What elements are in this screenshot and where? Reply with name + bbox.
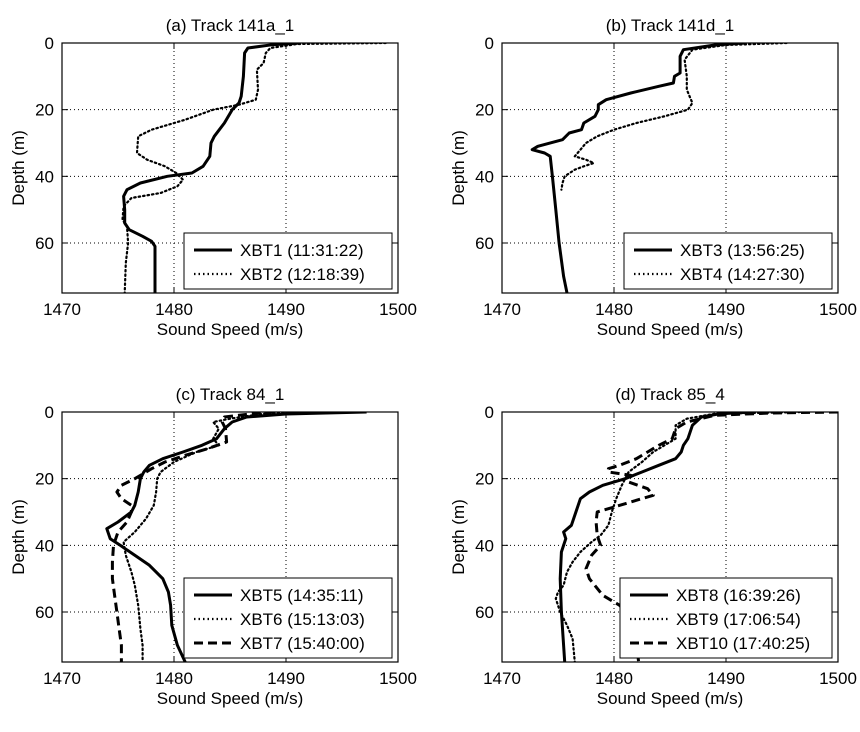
series-line-xbt10 (584, 412, 838, 662)
y-axis-label: Depth (m) (9, 130, 28, 206)
x-tick-label: 1500 (379, 300, 417, 319)
legend-box (183, 232, 393, 290)
series-line-xbt1 (122, 43, 301, 293)
y-tick-label: 60 (475, 234, 494, 253)
y-tick-label: 40 (35, 167, 54, 186)
x-axis-label: Sound Speed (m/s) (597, 689, 743, 708)
y-tick-label: 60 (35, 603, 54, 622)
legend-label: XBT7 (15:40:00) (240, 634, 365, 653)
legend: XBT5 (14:35:11) XBT6 (15:13:03) XBT7 (15:4… (183, 577, 393, 659)
chart-panel-a: 1470 1480 1490 1500 0 20 40 60 (a) Track 141a_1 S… (9, 16, 417, 339)
y-tick-label: 0 (45, 403, 54, 422)
chart-title: (a) Track 141a_1 (166, 16, 295, 35)
y-tick-label: 20 (475, 101, 494, 120)
x-tick-label: 1500 (379, 669, 417, 688)
x-axis-label: Sound Speed (m/s) (597, 320, 743, 339)
chart-panel-d: 1470 1480 1490 1500 0 20 40 60 (d) Track 85_4 Sou… (449, 385, 857, 708)
chart-title: (b) Track 141d_1 (606, 16, 735, 35)
legend-label: XBT6 (15:13:03) (240, 610, 365, 629)
legend-box (623, 232, 833, 290)
x-tick-label: 1470 (43, 300, 81, 319)
y-tick-label: 40 (35, 536, 54, 555)
x-axis-label: Sound Speed (m/s) (157, 320, 303, 339)
y-tick-label: 0 (45, 34, 54, 53)
y-tick-label: 60 (475, 603, 494, 622)
series-line-xbt8 (558, 412, 755, 662)
legend-label: XBT10 (17:40:25) (676, 634, 810, 653)
x-tick-label: 1500 (819, 300, 857, 319)
x-tick-label: 1480 (595, 300, 633, 319)
x-tick-label: 1480 (155, 669, 193, 688)
plot-frame (61, 42, 399, 294)
x-tick-label: 1470 (43, 669, 81, 688)
legend-box (183, 577, 393, 659)
chart-panel-c: 1470 1480 1490 1500 0 20 40 60 (c) Track 84_1 Sou… (9, 385, 417, 708)
legend-box (619, 577, 833, 659)
y-tick-label: 20 (35, 101, 54, 120)
plot-frame (501, 42, 839, 294)
chart-title: (c) Track 84_1 (176, 385, 285, 404)
y-axis-label: Depth (m) (9, 499, 28, 575)
x-tick-label: 1490 (267, 300, 305, 319)
legend: XBT1 (11:31:22) XBT2 (12:18:39) (183, 232, 393, 290)
chart-panel-b: 1470 1480 1490 1500 0 20 40 60 (b) Track 141d_1 S… (449, 16, 857, 339)
series-group (105, 412, 367, 662)
legend-label: XBT2 (12:18:39) (240, 265, 365, 284)
x-tick-label: 1470 (483, 300, 521, 319)
legend-label: XBT5 (14:35:11) (240, 586, 363, 605)
legend-label: XBT3 (13:56:25) (680, 241, 805, 260)
series-group (121, 43, 387, 293)
series-line-xbt2 (121, 43, 387, 293)
series-line-xbt7 (110, 412, 275, 662)
y-axis-label: Depth (m) (449, 130, 468, 206)
x-tick-label: 1480 (155, 300, 193, 319)
y-axis-label: Depth (m) (449, 499, 468, 575)
x-tick-label: 1470 (483, 669, 521, 688)
x-axis-label: Sound Speed (m/s) (157, 689, 303, 708)
legend-label: XBT8 (16:39:26) (676, 586, 801, 605)
chart-title: (d) Track 85_4 (615, 385, 725, 404)
series-line-xbt4 (560, 43, 788, 191)
legend-label: XBT9 (17:06:54) (676, 610, 801, 629)
x-tick-label: 1490 (707, 669, 745, 688)
series-group (530, 43, 788, 293)
series-line-xbt3 (530, 43, 745, 293)
y-tick-label: 0 (485, 403, 494, 422)
legend-label: XBT4 (14:27:30) (680, 265, 805, 284)
x-tick-label: 1480 (595, 669, 633, 688)
x-tick-label: 1500 (819, 669, 857, 688)
y-tick-label: 20 (475, 470, 494, 489)
plot-frame (61, 411, 399, 663)
y-tick-label: 40 (475, 167, 494, 186)
x-tick-label: 1490 (707, 300, 745, 319)
series-group (554, 412, 838, 662)
y-tick-label: 60 (35, 234, 54, 253)
series-line-xbt9 (554, 412, 806, 662)
y-tick-label: 40 (475, 536, 494, 555)
series-line-xbt6 (122, 412, 321, 662)
legend: XBT8 (16:39:26) XBT9 (17:06:54) XBT10 (17:… (619, 577, 833, 659)
legend-label: XBT1 (11:31:22) (240, 241, 363, 260)
y-tick-label: 20 (35, 470, 54, 489)
x-tick-label: 1490 (267, 669, 305, 688)
legend: XBT3 (13:56:25) XBT4 (14:27:30) (623, 232, 833, 290)
y-tick-label: 0 (485, 34, 494, 53)
plot-frame (501, 411, 839, 663)
series-line-xbt5 (105, 412, 367, 662)
